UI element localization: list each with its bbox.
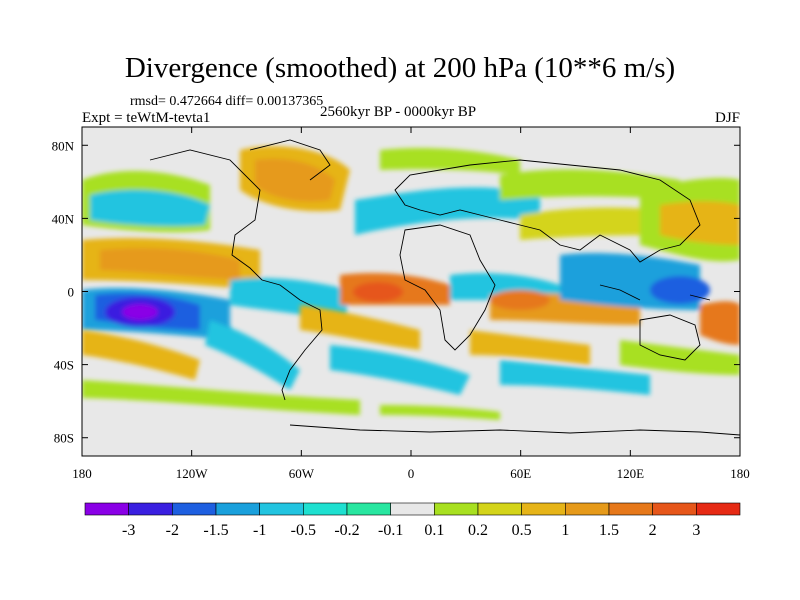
chart-title: Divergence (smoothed) at 200 hPa (10**6 … [124,52,676,84]
colorbar-label: -1.5 [203,522,228,539]
colorbar-label: -0.5 [291,522,316,539]
field-south [82,305,740,420]
x-tick-label: 180 [72,466,92,481]
colorbar-swatch [259,502,304,516]
colorbar-swatch [434,502,479,516]
y-tick-label: 40N [52,211,75,226]
colorbar-label: 0.5 [512,522,532,539]
field-tropics [82,238,740,345]
colorbar-swatch [128,502,173,516]
colorbar-swatch [84,502,129,516]
colorbar-label: -0.1 [378,522,403,539]
x-tick-label: 120W [176,466,209,481]
colorbar-swatch [303,502,348,516]
x-tick-label: 180 [730,466,750,481]
colorbar-swatch [477,502,522,516]
colorbar-label: -2 [166,522,179,539]
x-tick-label: 0 [408,466,415,481]
colorbar-swatch [172,502,217,516]
stats-text: rmsd= 0.472664 diff= 0.00137365 [130,94,324,109]
y-tick-label: 80N [52,138,75,153]
colorbar-label: 1.5 [599,522,619,539]
colorbar-swatch [390,502,435,516]
x-tick-label: 60W [289,466,315,481]
y-tick-label: 40S [54,358,74,373]
colorbar-label: 3 [692,522,700,539]
season-label: DJF [714,110,740,126]
colorbar-label: 2 [649,522,657,539]
map-plot-area [81,126,741,457]
experiment-label: Expt = teWtM-tevta1 [82,110,211,126]
y-axis: 80N 40N 0 40S 80S [52,138,740,446]
x-tick-label: 120E [617,466,645,481]
x-tick-label: 60E [510,466,531,481]
colorbar-swatch [652,502,697,516]
colorbar-label: -3 [122,522,135,539]
colorbar-label: 0.2 [468,522,488,539]
colorbar-swatch [521,502,566,516]
colorbar-swatch [696,502,741,516]
colorbar-swatch [346,502,391,516]
colorbar-label: -1 [253,522,266,539]
colorbar-label: 1 [561,522,569,539]
x-axis: 180 120W 60W 0 60E 120E 180 [72,127,750,481]
colorbar-label: 0.1 [424,522,444,539]
colorbar: -3 -2 -1.5 -1 -0.5 -0.2 -0.1 0.1 0.2 0.5 1 1.5 2 3 [84,502,741,539]
coastlines [149,139,740,436]
colorbar-swatch [608,502,653,516]
y-tick-label: 80S [54,431,74,446]
field-north [82,146,740,262]
colorbar-label: -0.2 [334,522,359,539]
contour-fields [82,139,740,436]
colorbar-swatch [215,502,260,516]
y-tick-label: 0 [68,285,75,300]
colorbar-swatch [565,502,610,516]
period-label: 2560kyr BP - 0000kyr BP [320,104,477,120]
